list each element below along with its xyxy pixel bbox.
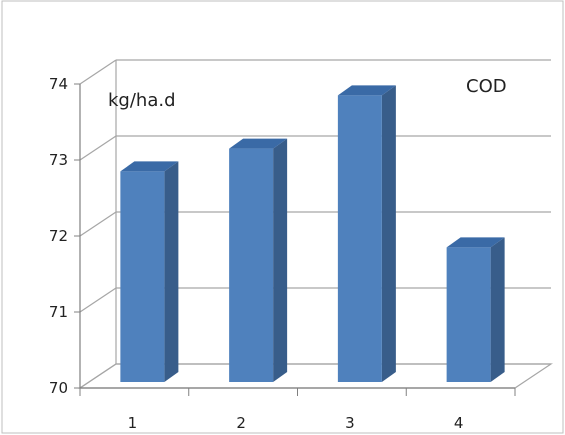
gridline-side-73	[79, 135, 117, 161]
bar-2	[229, 138, 288, 382]
bar-front	[337, 95, 382, 383]
y-tick-label: 71	[49, 303, 68, 321]
y-tick-label: 72	[49, 227, 68, 245]
bar-side	[273, 138, 288, 382]
bar-top	[229, 138, 288, 149]
gridlines	[78, 59, 553, 389]
y-tick-label: 70	[49, 379, 68, 397]
bar-top	[446, 237, 505, 248]
x-tick-label: 4	[454, 414, 464, 432]
bar-4	[446, 237, 505, 382]
bar-side	[164, 161, 179, 382]
y-tick-label: 74	[49, 75, 68, 93]
bar-1	[120, 161, 179, 382]
gridline-side-71	[79, 287, 117, 313]
y-tick-label: 73	[49, 151, 68, 169]
unit-label: kg/ha.d	[108, 90, 176, 111]
gridline-side-74	[79, 59, 117, 85]
tick-labels: 70 71 72 73 74 1 2 3 4	[49, 75, 463, 432]
bar-front	[120, 171, 165, 382]
x-tick-label: 3	[345, 414, 355, 432]
series-label: COD	[466, 76, 507, 97]
gridline-side-72	[79, 211, 117, 237]
bar-side	[381, 85, 396, 383]
x-tick-label: 1	[128, 414, 138, 432]
axes	[74, 83, 516, 396]
bar-top	[337, 85, 396, 96]
bar-front	[446, 247, 491, 382]
bar-3	[337, 85, 396, 383]
bar-front	[229, 148, 274, 382]
x-tick-label: 2	[236, 414, 246, 432]
bar-side	[490, 237, 505, 382]
bar-top	[120, 161, 179, 172]
bars	[120, 85, 505, 383]
